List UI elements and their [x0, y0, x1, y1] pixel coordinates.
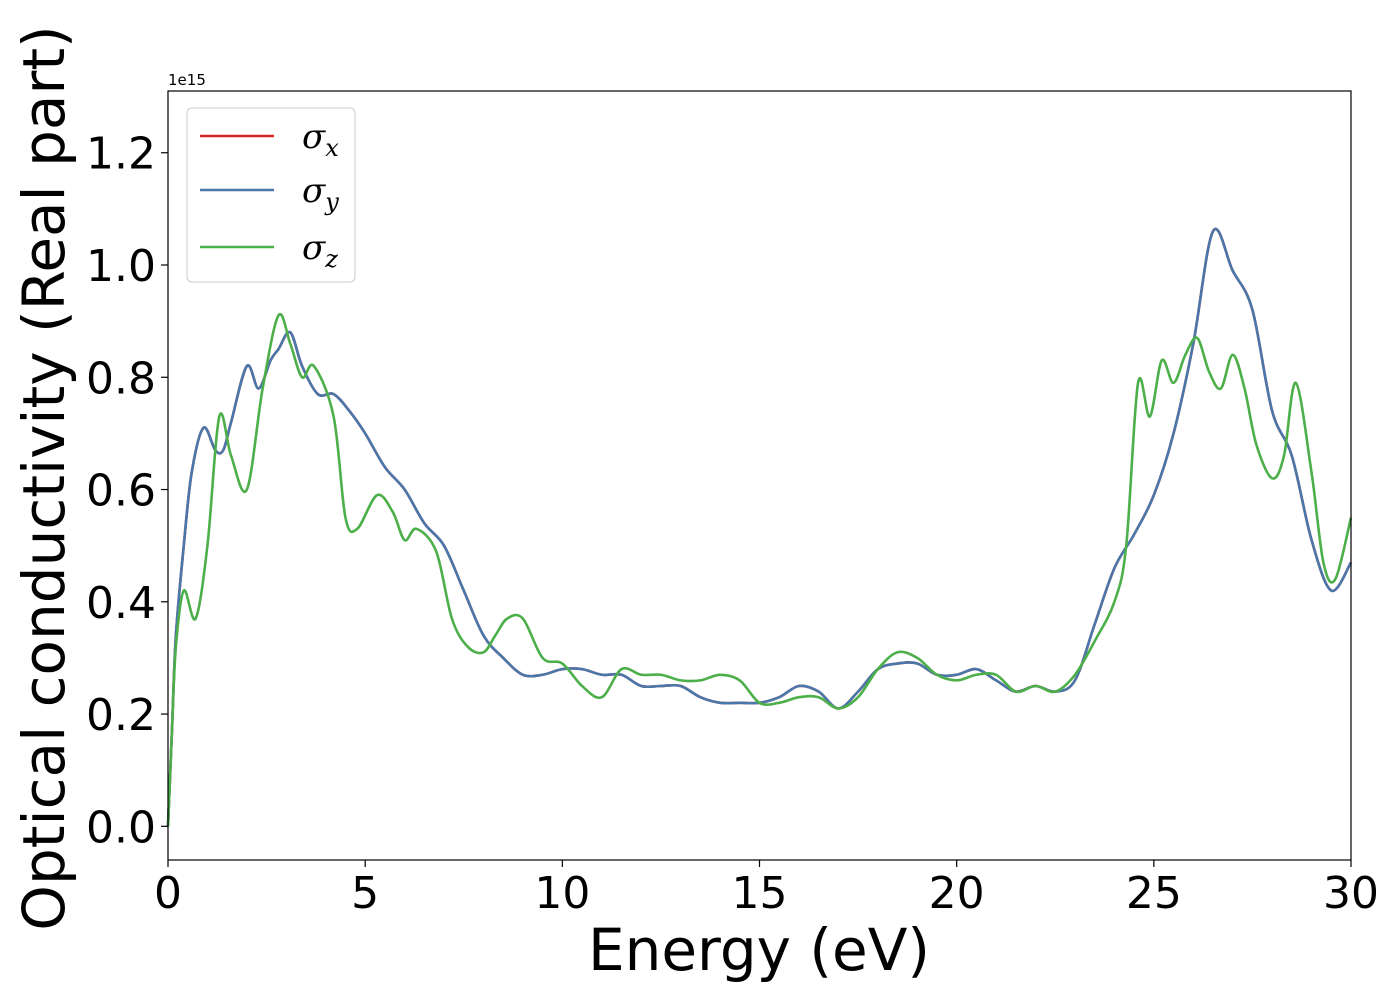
x-tick-label: 30 — [1323, 868, 1379, 919]
x-axis-label: Energy (eV) — [588, 916, 930, 984]
x-tick-label: 0 — [154, 868, 182, 919]
y-tick-label: 0.6 — [86, 466, 156, 517]
y-axis-label: Optical conductivity (Real part) — [10, 25, 78, 930]
y-axis: 0.0 0.2 0.4 0.6 0.8 1.0 1.2 — [86, 129, 168, 853]
y-tick-label: 1.2 — [86, 129, 156, 180]
y-tick-label: 0.2 — [86, 690, 156, 741]
x-tick-label: 15 — [732, 868, 788, 919]
y-tick-label: 0.4 — [86, 578, 156, 629]
x-tick-label: 5 — [351, 868, 379, 919]
y-offset-label: 1e15 — [168, 71, 206, 89]
legend-box — [186, 107, 356, 283]
series-line-y — [166, 227, 1353, 827]
plot-lines — [166, 227, 1353, 827]
y-tick-label: 0.0 — [86, 802, 156, 853]
x-tick-label: 10 — [534, 868, 590, 919]
y-tick-label: 1.0 — [86, 241, 156, 292]
y-tick-label: 0.8 — [86, 353, 156, 404]
x-tick-label: 25 — [1126, 868, 1182, 919]
series-line-z — [166, 312, 1353, 827]
x-tick-label: 20 — [929, 868, 985, 919]
x-axis: 0 5 10 15 20 25 30 — [154, 860, 1379, 919]
